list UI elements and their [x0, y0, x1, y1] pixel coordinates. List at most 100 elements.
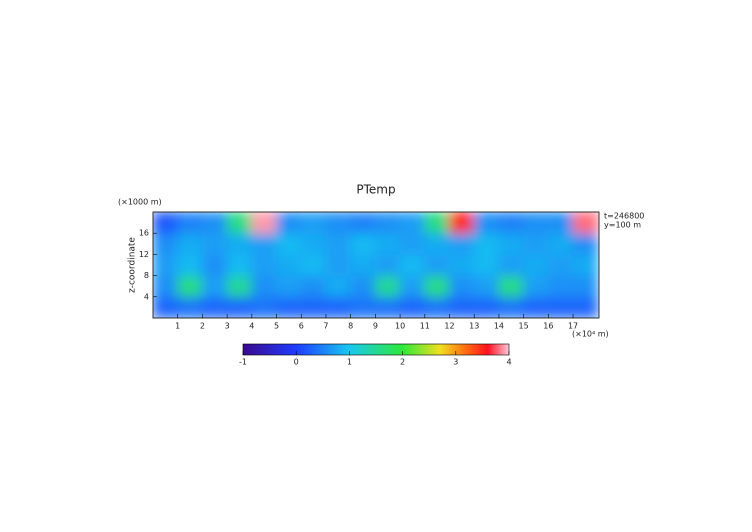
cell: [276, 212, 302, 234]
cell: [201, 296, 228, 318]
cell: [300, 275, 327, 298]
cell: [572, 232, 599, 255]
cell: [177, 296, 203, 318]
cell: [201, 232, 228, 255]
cell: [473, 232, 500, 255]
cell: [399, 212, 426, 234]
cell: [399, 296, 426, 318]
cell: [374, 253, 401, 277]
cell: [449, 212, 475, 234]
cell: [177, 275, 203, 298]
cell: [300, 253, 327, 277]
colorbar-tick-label: 4: [506, 358, 511, 367]
cell: [300, 232, 327, 255]
x-tick-label: 3: [225, 322, 230, 331]
x-tick-label: 14: [494, 322, 504, 331]
cell: [325, 275, 352, 298]
cell: [177, 212, 203, 234]
cell: [523, 253, 549, 277]
cell: [449, 232, 475, 255]
cell: [547, 275, 574, 298]
cell: [201, 253, 228, 277]
cell: [374, 275, 401, 298]
y-axis-label: z-coordinate: [128, 237, 138, 293]
cell: [350, 212, 376, 234]
x-tick-label: 6: [299, 322, 304, 331]
cell: [177, 253, 203, 277]
field: [153, 212, 599, 318]
y-tick-label: 8: [144, 271, 149, 280]
cell: [498, 253, 525, 277]
x-tick-label: 5: [274, 322, 279, 331]
cell: [523, 296, 549, 318]
cell: [300, 212, 327, 234]
cell: [153, 232, 179, 255]
cell: [473, 253, 500, 277]
cell: [201, 275, 228, 298]
annotation: t=246800: [604, 212, 644, 221]
field-cells: [153, 212, 599, 318]
y-tick-label: 4: [144, 292, 149, 301]
y-unit: (×1000 m): [118, 198, 162, 207]
cell: [572, 253, 599, 277]
cell: [276, 296, 302, 318]
cell: [473, 275, 500, 298]
cell: [523, 232, 549, 255]
cell: [523, 275, 549, 298]
colorbar-tick-label: 1: [347, 358, 352, 367]
cell: [251, 253, 278, 277]
x-tick-label: 4: [249, 322, 254, 331]
colorbar-tick-label: 2: [400, 358, 405, 367]
cell: [449, 253, 475, 277]
x-tick-label: 17: [568, 322, 578, 331]
x-tick-label: 1: [175, 322, 180, 331]
cell: [374, 296, 401, 318]
plot-frame: [152, 211, 600, 319]
cell: [498, 275, 525, 298]
cell: [251, 296, 278, 318]
x-tick-label: 16: [543, 322, 553, 331]
cell: [399, 275, 426, 298]
cell: [399, 232, 426, 255]
cell: [153, 296, 179, 318]
cell: [350, 296, 376, 318]
cell: [226, 253, 253, 277]
cell: [547, 253, 574, 277]
x-tick-label: 7: [323, 322, 328, 331]
x-tick-label: 15: [519, 322, 529, 331]
cell: [226, 275, 253, 298]
cell: [424, 212, 451, 234]
cell: [424, 275, 451, 298]
cell: [424, 296, 451, 318]
cell: [498, 296, 525, 318]
cell: [153, 275, 179, 298]
x-tick-label: 8: [348, 322, 353, 331]
cell: [374, 212, 401, 234]
cell: [251, 275, 278, 298]
y-tick-label: 12: [139, 250, 149, 259]
x-tick-label: 13: [469, 322, 479, 331]
cell: [276, 275, 302, 298]
cell: [473, 212, 500, 234]
cell: [572, 212, 599, 234]
colorbar-tick-label: 3: [453, 358, 458, 367]
cell: [226, 212, 253, 234]
cell: [399, 253, 426, 277]
cell: [325, 296, 352, 318]
cell: [547, 232, 574, 255]
x-tick-label: 9: [373, 322, 378, 331]
cell: [350, 253, 376, 277]
cell: [523, 212, 549, 234]
cell: [449, 275, 475, 298]
x-tick-label: 12: [444, 322, 454, 331]
cell: [251, 232, 278, 255]
cell: [473, 296, 500, 318]
cell: [547, 212, 574, 234]
cell: [276, 253, 302, 277]
cell: [226, 296, 253, 318]
x-tick-label: 10: [395, 322, 405, 331]
cell: [374, 232, 401, 255]
cell: [424, 232, 451, 255]
cell: [153, 253, 179, 277]
